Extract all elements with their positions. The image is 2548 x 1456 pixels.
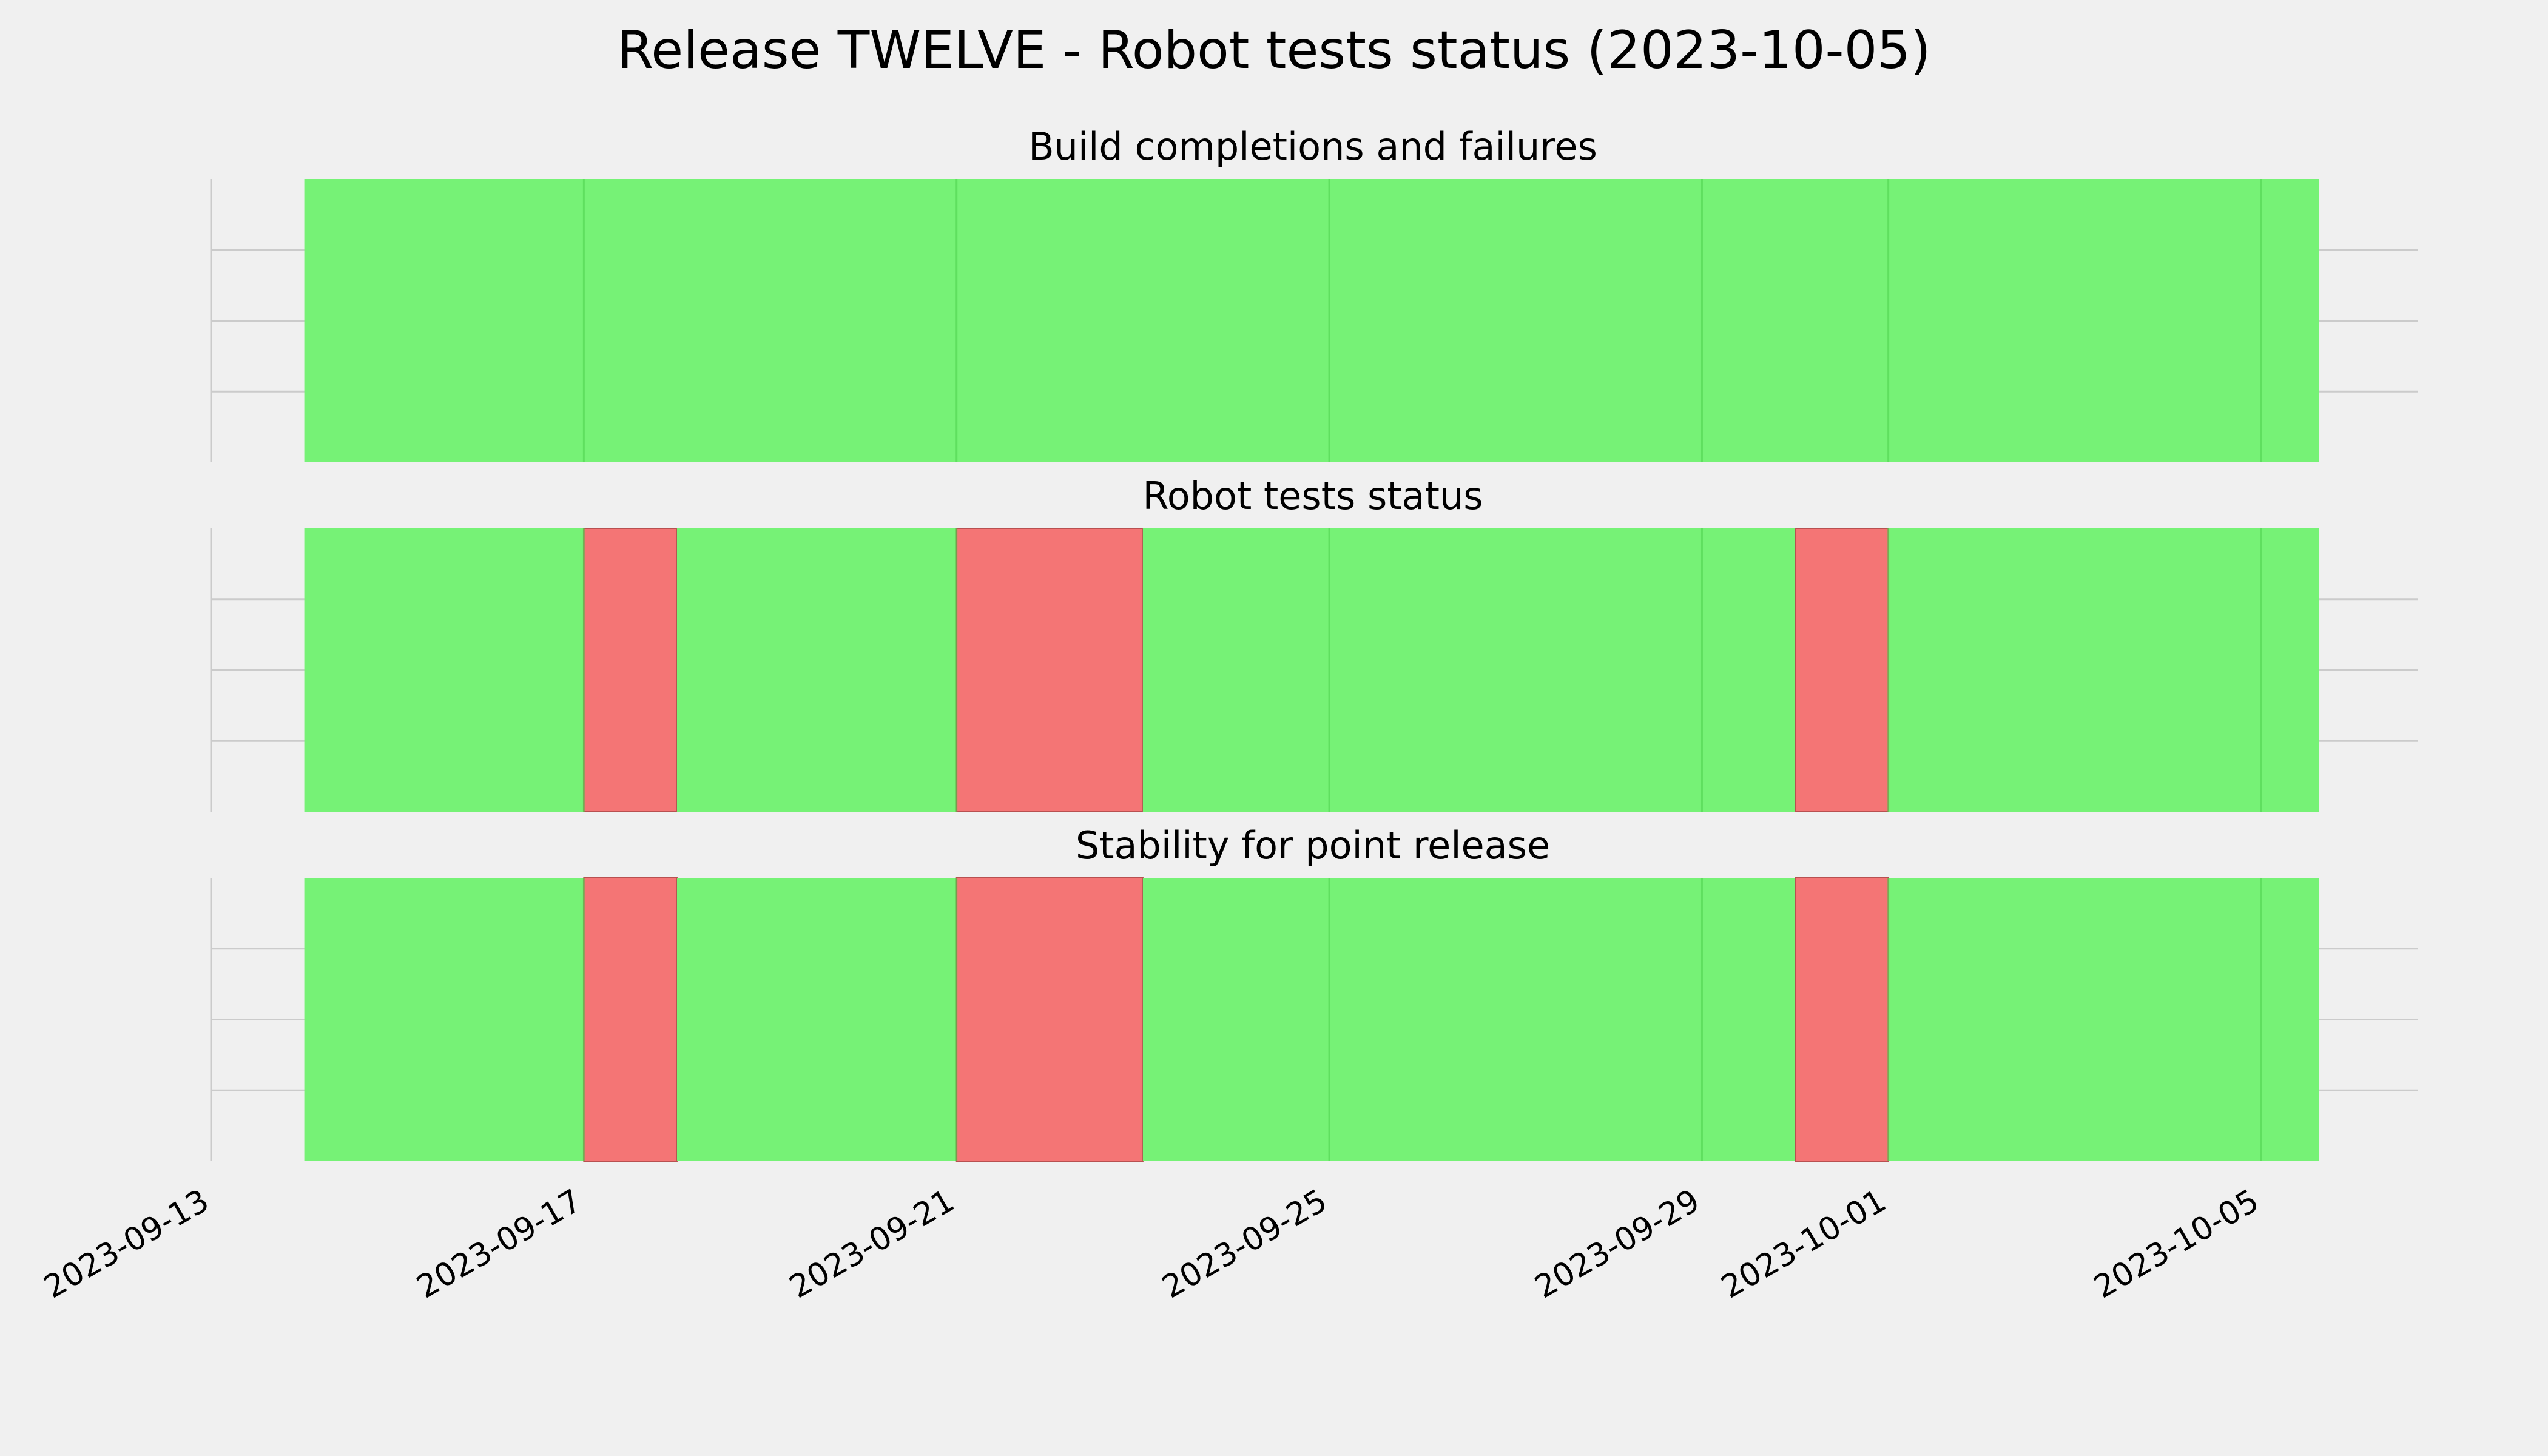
- pass-segment: [1142, 528, 1796, 812]
- pass-segment: [1888, 528, 2319, 812]
- panel-3: Stability for point release: [210, 823, 2418, 1162]
- fail-segment: [1795, 528, 1889, 812]
- x-tick-label: 2023-09-25: [1156, 1182, 1333, 1306]
- pass-segment: [304, 878, 584, 1161]
- x-tick-label: 2023-09-13: [38, 1182, 215, 1306]
- pass-segment: [304, 528, 584, 812]
- x-tick-label: 2023-09-29: [1529, 1182, 1706, 1306]
- fail-segment: [1795, 877, 1889, 1162]
- fail-segment: [583, 877, 678, 1162]
- pass-segment: [304, 179, 2319, 462]
- pass-segment: [1142, 878, 1796, 1161]
- panel-title: Build completions and failures: [1028, 124, 1597, 169]
- pass-segment: [676, 878, 957, 1161]
- fail-segment: [956, 877, 1144, 1162]
- panel-title: Robot tests status: [1142, 474, 1483, 518]
- pass-segment: [1888, 878, 2319, 1161]
- x-tick-label: 2023-09-17: [411, 1182, 588, 1306]
- panel-1: Build completions and failures: [210, 124, 2418, 462]
- panels: Build completions and failures Robot test…: [210, 124, 2418, 1162]
- x-tick-label: 2023-10-01: [1715, 1182, 1892, 1306]
- x-tick-label: 2023-09-21: [784, 1182, 961, 1306]
- x-tick-label: 2023-10-05: [2088, 1182, 2265, 1306]
- panel-title: Stability for point release: [1076, 823, 1550, 868]
- chart-title: Release TWELVE - Robot tests status (202…: [617, 20, 1930, 81]
- fail-segment: [956, 528, 1144, 812]
- x-axis: 2023-09-13 2023-09-17 2023-09-21 2023-09-25…: [38, 1182, 2265, 1306]
- panel-2: Robot tests status: [210, 474, 2418, 812]
- pass-segment: [676, 528, 957, 812]
- fail-segment: [583, 528, 678, 812]
